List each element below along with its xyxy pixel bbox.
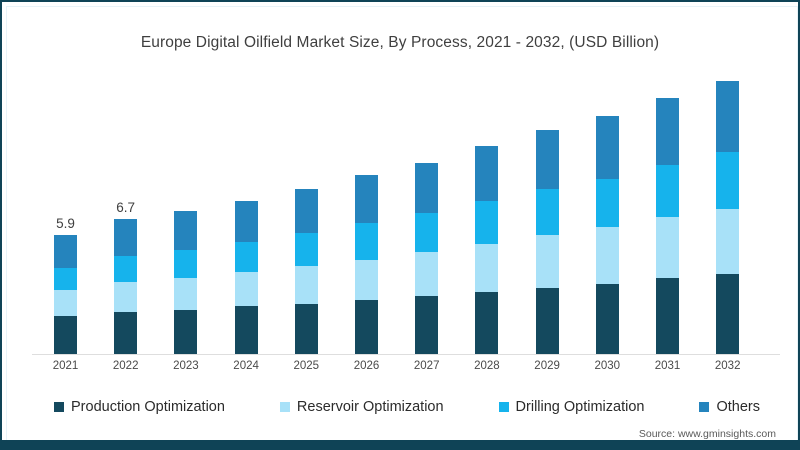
bar-group-2024[interactable] [234, 201, 258, 355]
x-tick-label-2031: 2031 [654, 360, 681, 372]
x-tick-label-2030: 2030 [594, 360, 621, 372]
bar-segment-2027-drilling-optimization[interactable] [415, 213, 439, 252]
bar-segment-2026-production-optimization[interactable] [355, 300, 378, 355]
x-tick-label-2024: 2024 [233, 360, 259, 372]
bar-segment-2021-production-optimization[interactable] [54, 316, 77, 355]
bar-segment-2025-production-optimization[interactable] [294, 304, 318, 355]
bar-segment-2030-drilling-optimization[interactable] [595, 178, 619, 228]
bar-segment-2031-drilling-optimization[interactable] [656, 164, 679, 218]
chart-title: Europe Digital Oilfield Market Size, By … [140, 34, 660, 51]
bar-segment-2026-reservoir-optimization[interactable] [355, 259, 378, 301]
bar-segment-2032-drilling-optimization[interactable] [716, 152, 740, 210]
bar-segment-2027-reservoir-optimization[interactable] [415, 251, 439, 297]
bar-segment-2029-production-optimization[interactable] [535, 288, 559, 355]
legend-item-drilling-optimization[interactable]: Drilling Optimization [498, 399, 645, 415]
bar-segment-2032-others[interactable] [716, 81, 740, 153]
bar-group-2028[interactable] [475, 146, 499, 355]
bar-segment-2026-others[interactable] [355, 174, 378, 224]
bar-segment-2021-drilling-optimization[interactable] [54, 267, 77, 291]
legend-swatch-icon [54, 402, 64, 412]
bar-segment-2024-drilling-optimization[interactable] [234, 241, 258, 272]
bar-segment-2030-reservoir-optimization[interactable] [595, 227, 619, 285]
bar-segment-2030-others[interactable] [595, 115, 619, 179]
x-tick-label-2026: 2026 [353, 360, 380, 372]
legend-label: Others [716, 399, 760, 415]
bar-segment-2029-reservoir-optimization[interactable] [535, 235, 559, 289]
bar-segment-2028-reservoir-optimization[interactable] [475, 243, 499, 293]
bar-segment-2025-reservoir-optimization[interactable] [294, 265, 318, 305]
legend-item-production-optimization[interactable]: Production Optimization [54, 399, 225, 415]
bar-segment-2025-others[interactable] [294, 188, 318, 234]
bar-segment-2031-reservoir-optimization[interactable] [656, 217, 679, 278]
bar-segment-2022-production-optimization[interactable] [114, 312, 138, 355]
bar-segment-2025-drilling-optimization[interactable] [294, 233, 318, 266]
chart-legend: Production Optimization Reservoir Optimiz… [32, 394, 778, 420]
x-tick-label-2032: 2032 [714, 360, 741, 372]
bar-segment-2028-drilling-optimization[interactable] [475, 201, 499, 244]
bar-group-2022[interactable]: 6.7 [114, 200, 138, 355]
bar-segment-2030-production-optimization[interactable] [595, 284, 619, 355]
bar-group-2021[interactable]: 5.9 [54, 216, 77, 355]
legend-swatch-icon [279, 402, 290, 412]
bar-segment-2021-reservoir-optimization[interactable] [54, 290, 77, 317]
bar-segment-2029-others[interactable] [535, 130, 559, 189]
bar-segment-2031-others[interactable] [656, 97, 679, 165]
bar-segment-2028-others[interactable] [475, 146, 499, 202]
bar-group-2029[interactable] [535, 130, 559, 355]
bar-segment-2024-reservoir-optimization[interactable] [234, 271, 258, 307]
bar-value-label-2022: 6.7 [116, 200, 136, 216]
legend-label: Reservoir Optimization [296, 399, 444, 415]
legend-swatch-icon [498, 402, 509, 412]
legend-item-others[interactable]: Others [699, 399, 760, 415]
bar-segment-2031-production-optimization[interactable] [656, 277, 679, 355]
bar-segment-2022-others[interactable] [114, 219, 138, 256]
bar-segment-2023-others[interactable] [174, 211, 198, 250]
x-tick-label-2025: 2025 [293, 360, 320, 372]
bar-segment-2023-drilling-optimization[interactable] [174, 249, 198, 278]
bar-group-2023[interactable] [174, 211, 198, 355]
bar-group-2030[interactable] [595, 115, 619, 355]
bar-segment-2024-production-optimization[interactable] [234, 306, 258, 355]
bar-segment-2021-others[interactable] [54, 235, 77, 268]
footer-bar [2, 440, 798, 448]
bar-group-2025[interactable] [294, 188, 318, 355]
bar-segment-2028-production-optimization[interactable] [475, 292, 499, 355]
bar-segment-2023-production-optimization[interactable] [174, 310, 198, 355]
x-axis-line [32, 354, 780, 355]
bar-segment-2027-others[interactable] [415, 162, 439, 214]
bar-value-label-2021: 5.9 [56, 216, 75, 232]
bar-segment-2029-drilling-optimization[interactable] [535, 188, 559, 236]
legend-swatch-icon [699, 402, 710, 412]
bar-segment-2022-drilling-optimization[interactable] [114, 255, 138, 283]
bar-group-2027[interactable] [415, 162, 439, 355]
x-tick-label-2028: 2028 [474, 360, 500, 372]
bar-group-2031[interactable] [656, 97, 679, 355]
bar-segment-2032-production-optimization[interactable] [716, 273, 740, 355]
bar-group-2032[interactable] [716, 81, 740, 355]
legend-item-reservoir-optimization[interactable]: Reservoir Optimization [279, 399, 444, 415]
legend-label: Drilling Optimization [515, 399, 645, 415]
x-tick-label-2023: 2023 [173, 360, 199, 372]
bar-segment-2024-others[interactable] [234, 201, 258, 242]
legend-label: Production Optimization [71, 399, 225, 415]
bar-segment-2026-drilling-optimization[interactable] [355, 223, 378, 260]
bar-segment-2032-reservoir-optimization[interactable] [716, 209, 740, 274]
x-tick-label-2029: 2029 [534, 360, 560, 372]
bar-segment-2027-production-optimization[interactable] [415, 296, 439, 355]
x-tick-label-2022: 2022 [112, 360, 139, 372]
plot-area: 5.9 6.7 [32, 72, 772, 355]
bar-segment-2023-reservoir-optimization[interactable] [174, 277, 198, 311]
x-tick-label-2027: 2027 [413, 360, 440, 372]
bar-segment-2022-reservoir-optimization[interactable] [114, 282, 138, 313]
bar-group-2026[interactable] [355, 174, 378, 355]
x-tick-label-2021: 2021 [52, 360, 79, 372]
source-attribution: Source: www.gminsights.com [638, 428, 776, 440]
